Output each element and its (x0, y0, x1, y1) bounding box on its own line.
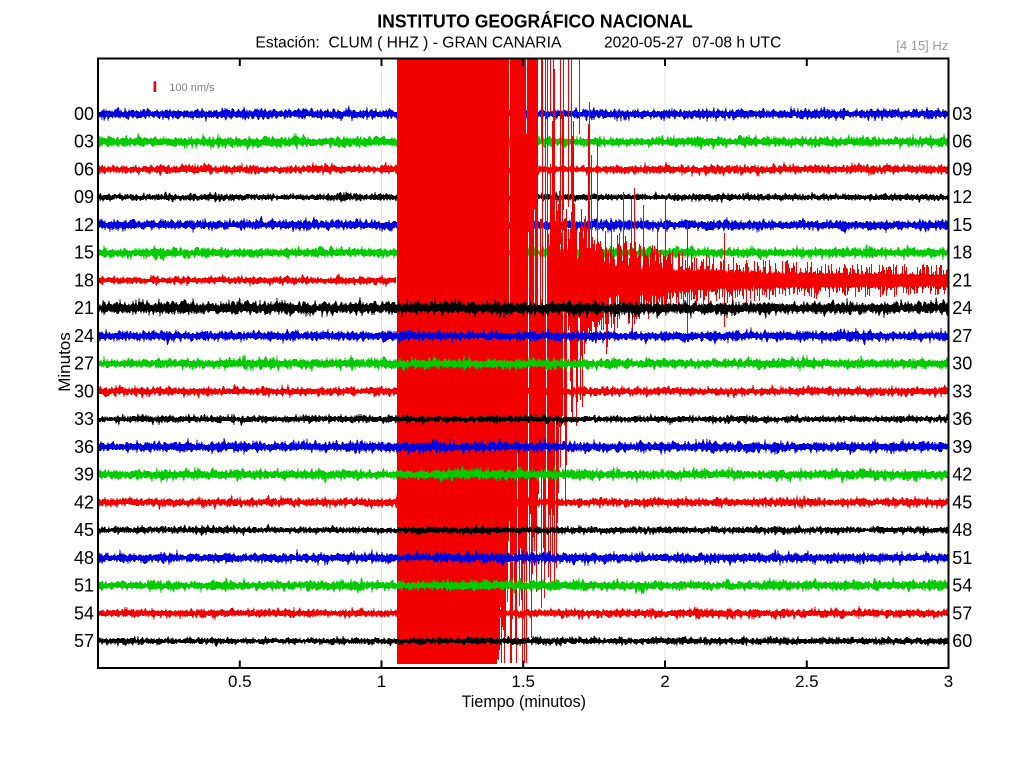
svg-text:Tiempo (minutos): Tiempo (minutos) (462, 692, 586, 711)
svg-text:INSTITUTO GEOGRÁFICO NACIONAL: INSTITUTO GEOGRÁFICO NACIONAL (377, 10, 692, 31)
svg-text:45: 45 (952, 492, 972, 512)
svg-text:48: 48 (74, 548, 94, 568)
svg-text:24: 24 (74, 326, 94, 346)
svg-text:0.5: 0.5 (228, 672, 252, 691)
svg-text:21: 21 (74, 298, 94, 318)
svg-text:30: 30 (952, 354, 972, 374)
svg-text:39: 39 (952, 437, 972, 457)
svg-text:2.5: 2.5 (795, 672, 819, 691)
svg-text:57: 57 (74, 631, 94, 651)
svg-text:27: 27 (952, 326, 972, 346)
svg-text:39: 39 (74, 465, 94, 485)
svg-text:06: 06 (952, 132, 972, 152)
svg-text:30: 30 (74, 381, 94, 401)
svg-text:24: 24 (952, 298, 972, 318)
svg-text:15: 15 (952, 215, 972, 235)
svg-text:09: 09 (74, 187, 94, 207)
svg-text:2020-05-27 07-08 h UTC: 2020-05-27 07-08 h UTC (604, 35, 781, 52)
svg-text:1: 1 (377, 672, 386, 691)
svg-text:06: 06 (74, 160, 94, 180)
svg-text:3: 3 (944, 672, 953, 691)
svg-text:03: 03 (74, 132, 94, 152)
svg-text:[4 15] Hz: [4 15] Hz (896, 38, 948, 53)
svg-text:57: 57 (952, 603, 972, 623)
svg-text:12: 12 (952, 187, 972, 207)
svg-text:33: 33 (74, 409, 94, 429)
svg-text:2: 2 (660, 672, 669, 691)
svg-text:54: 54 (952, 576, 972, 596)
svg-text:100 nm/s: 100 nm/s (169, 82, 215, 94)
svg-text:45: 45 (74, 520, 94, 540)
svg-text:00: 00 (74, 104, 94, 124)
svg-text:Minutos: Minutos (55, 332, 74, 392)
svg-text:51: 51 (952, 548, 972, 568)
svg-text:15: 15 (74, 243, 94, 263)
svg-text:03: 03 (952, 104, 972, 124)
svg-text:42: 42 (74, 492, 94, 512)
svg-text:1.5: 1.5 (511, 672, 535, 691)
svg-text:51: 51 (74, 576, 94, 596)
svg-text:18: 18 (952, 243, 972, 263)
svg-text:42: 42 (952, 465, 972, 485)
svg-text:60: 60 (952, 631, 972, 651)
svg-text:27: 27 (74, 354, 94, 374)
svg-text:18: 18 (74, 270, 94, 290)
svg-text:36: 36 (952, 409, 972, 429)
svg-text:36: 36 (74, 437, 94, 457)
svg-text:09: 09 (952, 160, 972, 180)
svg-text:Estación: CLUM ( HHZ ) - GRAN: Estación: CLUM ( HHZ ) - GRAN CANARIA (255, 35, 561, 52)
svg-text:48: 48 (952, 520, 972, 540)
svg-text:21: 21 (952, 270, 972, 290)
svg-text:33: 33 (952, 381, 972, 401)
svg-text:12: 12 (74, 215, 94, 235)
svg-text:54: 54 (74, 603, 94, 623)
